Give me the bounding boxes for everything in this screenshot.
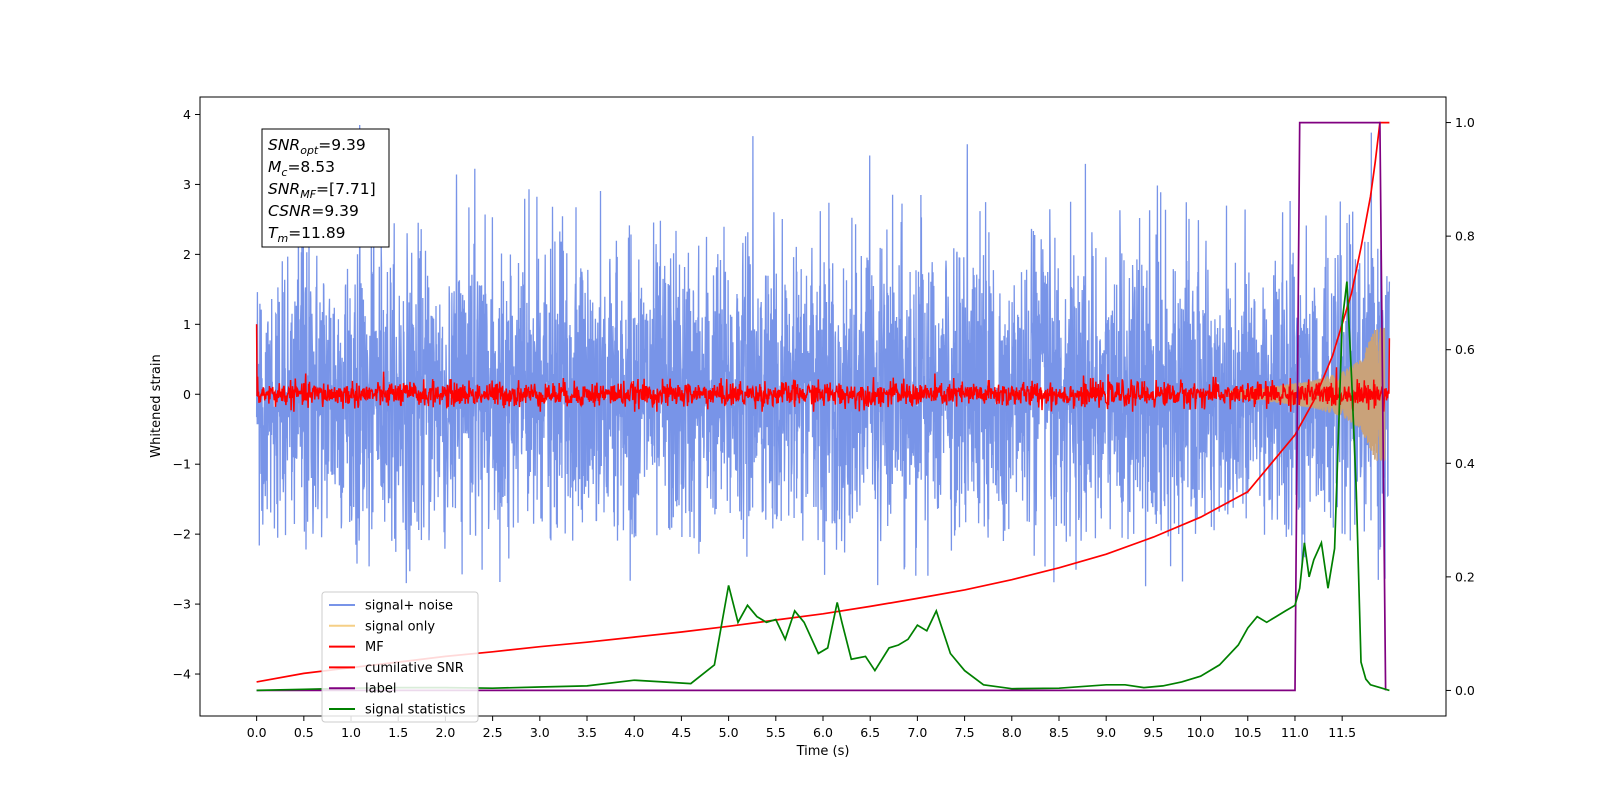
legend-label: cumilative SNR: [365, 661, 464, 676]
x-tick-label: 10.5: [1234, 725, 1262, 740]
legend-label: label: [365, 682, 396, 697]
x-tick-label: 1.5: [388, 725, 408, 740]
x-tick-label: 4.5: [671, 725, 691, 740]
y2-tick-label: 0.8: [1455, 229, 1475, 244]
series-signal-statistics: [256, 281, 1390, 692]
y-tick-label: 0: [183, 387, 191, 402]
annotation-line: Mc=8.53: [268, 158, 335, 179]
x-tick-label: 7.0: [907, 725, 927, 740]
annotation-line: Tm=11.89: [268, 224, 346, 245]
y-tick-label: −1: [173, 457, 191, 472]
x-tick-label: 0.5: [294, 725, 314, 740]
x-tick-label: 5.0: [719, 725, 739, 740]
x-tick-label: 11.0: [1281, 725, 1309, 740]
x-tick-label: 8.0: [1002, 725, 1022, 740]
x-tick-label: 5.5: [766, 725, 786, 740]
legend-label: signal only: [365, 619, 435, 634]
legend: signal+ noise signal only MF cumilative SNR…: [321, 591, 479, 723]
legend-label: MF: [365, 640, 384, 655]
annotation-line: SNRopt=9.39: [268, 136, 366, 157]
y-axis-label: Whitened strain: [149, 354, 164, 457]
y-tick-label: 3: [183, 177, 191, 192]
y2-tick-label: 1.0: [1455, 115, 1475, 130]
x-tick-label: 9.0: [1096, 725, 1116, 740]
x-tick-label: 7.5: [955, 725, 975, 740]
x-tick-label: 9.5: [1143, 725, 1163, 740]
y-tick-label: −2: [173, 527, 191, 542]
annotation-line: CSNR=9.39: [268, 202, 359, 220]
x-tick-label: 6.0: [813, 725, 833, 740]
y-tick-label: −3: [173, 597, 191, 612]
x-tick-label: 3.5: [577, 725, 597, 740]
x-axis-label: Time (s): [796, 744, 850, 759]
y-tick-label: −4: [173, 667, 191, 682]
y-tick-label: 1: [183, 317, 191, 332]
x-tick-label: 8.5: [1049, 725, 1069, 740]
x-tick-label: 3.0: [530, 725, 550, 740]
x-tick-label: 1.0: [341, 725, 361, 740]
x-tick-label: 4.0: [624, 725, 644, 740]
y2-tick-label: 0.4: [1455, 456, 1475, 471]
x-tick-label: 0.0: [247, 725, 267, 740]
y-tick-label: 2: [183, 247, 191, 262]
x-tick-label: 10.0: [1187, 725, 1215, 740]
series-cumilative-snr: [256, 121, 1390, 683]
x-tick-label: 6.5: [860, 725, 880, 740]
x-tick-label: 11.5: [1328, 725, 1356, 740]
legend-label: signal+ noise: [365, 599, 453, 614]
y-tick-label: 4: [183, 107, 191, 122]
legend-label: signal statistics: [365, 703, 466, 718]
series-label: [256, 121, 1387, 692]
y2-tick-label: 0.6: [1455, 342, 1475, 357]
series-signal-plus-noise: [255, 124, 1391, 587]
x-tick-label: 2.5: [483, 725, 503, 740]
annotation-line: SNRMF=[7.71]: [268, 180, 376, 201]
series-mf: [255, 324, 1391, 412]
x-tick-label: 2.0: [435, 725, 455, 740]
y2-tick-label: 0.0: [1455, 683, 1475, 698]
y2-tick-label: 0.2: [1455, 569, 1475, 584]
